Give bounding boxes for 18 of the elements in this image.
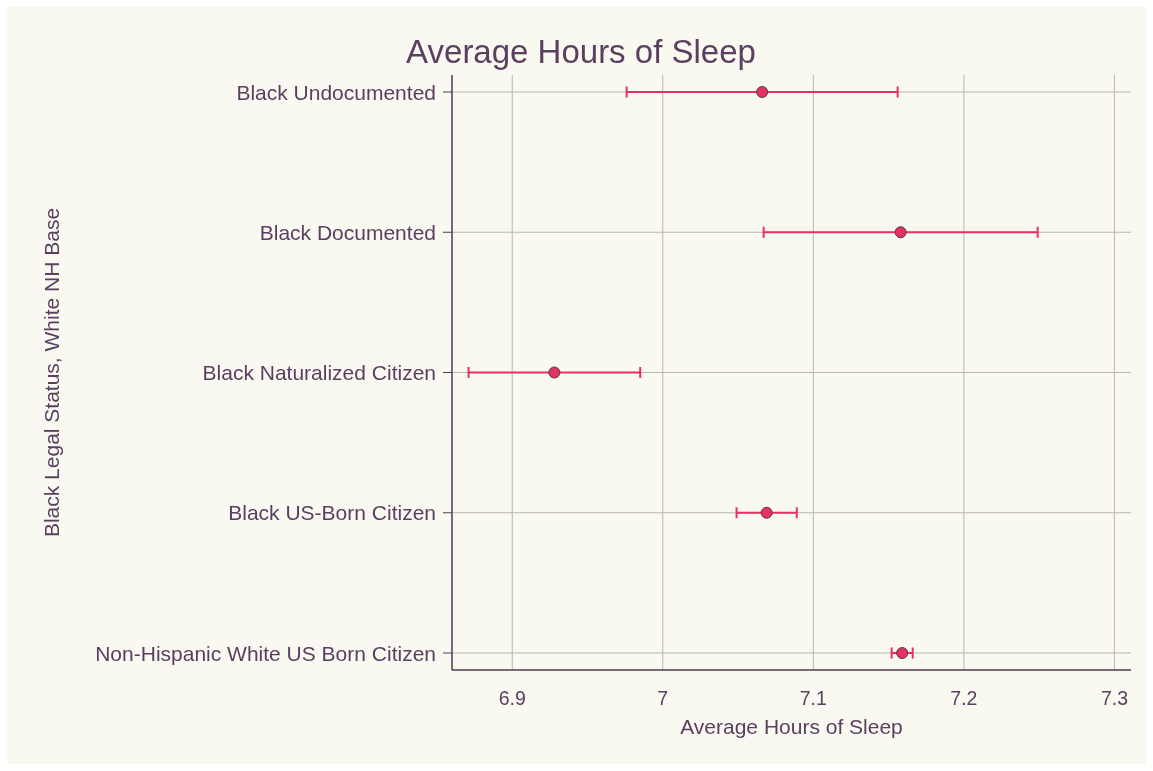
y-tick-label: Non-Hispanic White US Born Citizen (95, 641, 436, 665)
x-tick-label: 7.1 (799, 687, 827, 709)
y-tick-label: Black Undocumented (236, 80, 436, 104)
chart-title: Average Hours of Sleep (406, 33, 756, 70)
point (896, 647, 909, 659)
point (548, 366, 561, 379)
y-axis-title: Black Legal Status, White NH Base (40, 207, 63, 538)
y-tick-label: Black US-Born Citizen (228, 501, 436, 525)
point (894, 226, 907, 239)
x-axis-title: Average Hours of Sleep (680, 715, 903, 738)
x-tick-label: 7 (657, 687, 669, 709)
y-tick-label: Black Naturalized Citizen (202, 361, 436, 384)
x-tick-label: 6.9 (498, 687, 526, 709)
y-tick-label: Black Documented (259, 220, 436, 244)
point (756, 86, 769, 98)
x-tick-label: 7.3 (1100, 687, 1128, 709)
point (760, 506, 773, 519)
x-tick-label: 7.2 (950, 687, 978, 709)
